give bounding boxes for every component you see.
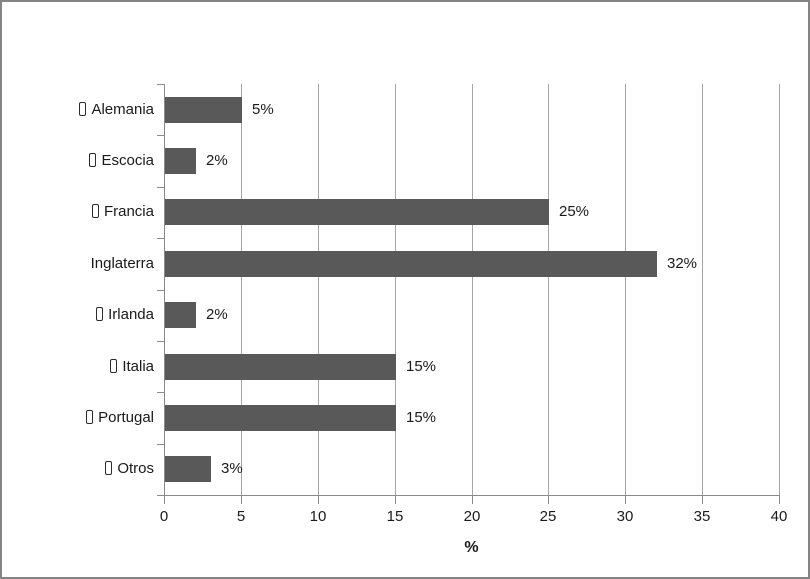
bar-inglaterra	[165, 251, 657, 277]
y-axis-tick	[157, 341, 164, 342]
category-label-otros: Otros	[10, 459, 154, 478]
x-axis-tick	[702, 496, 703, 504]
bar-italia	[165, 354, 396, 380]
y-axis-tick	[157, 495, 164, 496]
vertical-gridline	[241, 84, 242, 495]
bar-escocia	[165, 148, 196, 174]
vertical-gridline	[779, 84, 780, 495]
bar-value-label: 15%	[406, 409, 437, 426]
bar-portugal	[165, 405, 396, 431]
vertical-gridline	[702, 84, 703, 495]
y-axis-tick	[157, 187, 164, 188]
x-axis-tick	[318, 496, 319, 504]
vertical-gridline	[472, 84, 473, 495]
x-tick-label: 30	[616, 508, 634, 525]
bar-value-label: 2%	[206, 306, 228, 323]
x-axis-tick	[625, 496, 626, 504]
x-axis-title: %	[464, 539, 479, 556]
bar-value-label: 2%	[206, 152, 228, 169]
vertical-gridline	[548, 84, 549, 495]
missing-glyph-box-icon	[105, 461, 113, 475]
y-axis-tick	[157, 135, 164, 136]
category-label-alemania: Alemania	[10, 100, 154, 119]
missing-glyph-box-icon	[110, 359, 118, 373]
y-axis-tick	[157, 392, 164, 393]
category-label-inglaterra: Inglaterra	[90, 255, 154, 272]
vertical-gridline	[625, 84, 626, 495]
bar-alemania	[165, 97, 242, 123]
x-tick-label: 35	[693, 508, 711, 525]
category-label-portugal: Portugal	[10, 408, 154, 427]
y-axis-tick	[157, 238, 164, 239]
x-tick-label: 20	[463, 508, 481, 525]
x-tick-label: 5	[236, 508, 246, 525]
x-axis-tick	[164, 496, 165, 504]
missing-glyph-box-icon	[89, 153, 97, 167]
bar-irlanda	[165, 302, 196, 328]
bar-otros	[165, 456, 211, 482]
bar-francia	[165, 199, 549, 225]
bar-value-label: 5%	[252, 101, 274, 118]
x-tick-label: 25	[539, 508, 557, 525]
vertical-gridline	[395, 84, 396, 495]
bar-value-label: 3%	[221, 460, 243, 477]
x-axis-tick	[395, 496, 396, 504]
x-axis-tick	[472, 496, 473, 504]
x-tick-label: 15	[386, 508, 404, 525]
missing-glyph-box-icon	[96, 307, 104, 321]
x-axis-tick	[548, 496, 549, 504]
bar-value-label: 15%	[406, 358, 437, 375]
y-axis-line	[164, 84, 165, 496]
category-label-escocia: Escocia	[10, 151, 154, 170]
x-axis-line	[164, 495, 780, 496]
missing-glyph-box-icon	[79, 102, 87, 116]
category-label-irlanda: Irlanda	[10, 305, 154, 324]
bar-value-label: 25%	[559, 203, 590, 220]
y-axis-tick	[157, 444, 164, 445]
x-axis-tick	[779, 496, 780, 504]
plot-area	[164, 84, 780, 495]
x-tick-label: 0	[159, 508, 169, 525]
x-tick-label: 10	[309, 508, 327, 525]
x-tick-label: 40	[770, 508, 788, 525]
vertical-gridline	[318, 84, 319, 495]
bar-value-label: 32%	[667, 255, 698, 272]
category-label-italia: Italia	[10, 357, 154, 376]
y-axis-tick	[157, 290, 164, 291]
x-axis-tick	[241, 496, 242, 504]
missing-glyph-box-icon	[86, 410, 94, 424]
category-label-francia: Francia	[10, 202, 154, 221]
y-axis-tick	[157, 84, 164, 85]
missing-glyph-box-icon	[91, 204, 99, 218]
